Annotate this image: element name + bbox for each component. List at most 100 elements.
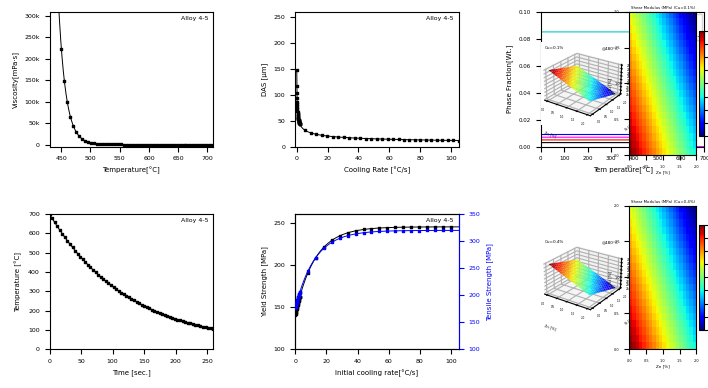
Point — [292, 298, 303, 304]
Line: T(Al₂Mg₅Zn₄): T(Al₂Mg₅Zn₄) — [541, 137, 704, 147]
Point — [453, 137, 464, 144]
Point — [292, 294, 304, 301]
Point — [415, 137, 426, 143]
Point — [326, 239, 337, 246]
Point — [421, 224, 433, 230]
Mg₂Si — [622, 132, 631, 137]
Point — [159, 312, 171, 318]
Point — [148, 141, 159, 147]
Point — [292, 110, 303, 116]
Point — [334, 235, 346, 241]
Point — [123, 294, 135, 301]
Point — [294, 120, 305, 126]
Point — [398, 228, 409, 234]
Point — [399, 137, 410, 143]
Point — [141, 304, 152, 310]
Point — [103, 280, 114, 286]
Point — [430, 227, 441, 234]
Point — [293, 296, 304, 302]
Point — [131, 299, 142, 305]
Al₃Mg₂ — [537, 29, 545, 34]
Point — [302, 270, 314, 276]
Point — [292, 300, 304, 306]
Point — [292, 106, 303, 113]
Al₃Mg₂ — [700, 144, 708, 149]
Point — [87, 267, 98, 273]
Point — [371, 136, 382, 142]
Point — [305, 130, 316, 136]
X-axis label: Initial cooling rate[°C/s]: Initial cooling rate[°C/s] — [336, 369, 418, 377]
Point — [174, 317, 185, 324]
Point — [291, 90, 302, 96]
Point — [321, 133, 333, 139]
Point — [447, 137, 459, 144]
Point — [86, 140, 97, 146]
Point — [294, 119, 305, 125]
Point — [109, 141, 120, 147]
Point — [133, 141, 144, 147]
Line: Mg₂Si: Mg₂Si — [541, 135, 704, 147]
Point — [108, 284, 119, 290]
Point — [180, 319, 191, 325]
Point — [118, 291, 130, 297]
Point — [292, 303, 303, 310]
Al₃Ti — [646, 144, 655, 149]
Point — [294, 289, 305, 296]
Point — [294, 120, 305, 126]
Point — [291, 300, 302, 306]
Point — [294, 290, 305, 296]
Point — [293, 298, 304, 304]
Text: @480°C: @480°C — [603, 46, 619, 50]
Point — [90, 269, 101, 275]
X-axis label: Zn [%]: Zn [%] — [656, 364, 670, 368]
Point — [185, 320, 196, 326]
Point — [299, 127, 311, 133]
Point — [152, 309, 163, 315]
Al₃Ti — [576, 140, 585, 145]
Point — [94, 141, 105, 147]
Point — [195, 141, 207, 147]
Al₃Ti — [622, 140, 631, 145]
Point — [91, 141, 103, 147]
Point — [207, 326, 219, 332]
T(Al₂Mg₅Zn₄) — [670, 144, 678, 149]
Point — [290, 310, 301, 317]
Point — [291, 299, 302, 305]
Point — [389, 224, 401, 230]
Point — [292, 103, 303, 109]
Point — [293, 117, 304, 123]
Point — [80, 259, 91, 265]
Point — [294, 120, 305, 126]
Al₃Sr — [622, 138, 631, 142]
Al₃Mg₂ — [593, 29, 601, 34]
Point — [290, 304, 301, 310]
Point — [291, 83, 302, 89]
Point — [431, 137, 442, 143]
Point — [406, 227, 417, 234]
Al₃Ti — [612, 140, 621, 145]
Point — [316, 132, 327, 139]
Point — [77, 256, 88, 262]
Point — [190, 322, 201, 328]
Point — [151, 141, 162, 147]
Point — [438, 224, 449, 230]
Al₃Sr — [612, 138, 621, 142]
Point — [59, 78, 70, 84]
Y-axis label: Tensile Strength [MPa]: Tensile Strength [MPa] — [486, 243, 493, 320]
Point — [172, 141, 183, 147]
Point — [199, 141, 210, 147]
Point — [52, 223, 63, 229]
Point — [115, 141, 127, 147]
Point — [342, 232, 353, 239]
Point — [130, 141, 142, 147]
Point — [377, 136, 388, 142]
Point — [374, 225, 385, 231]
Point — [93, 272, 104, 278]
Point — [83, 139, 94, 145]
Point — [293, 119, 304, 125]
Point — [291, 305, 302, 311]
Point — [68, 123, 79, 129]
Point — [290, 302, 302, 308]
Point — [290, 301, 302, 307]
Point — [445, 224, 457, 230]
